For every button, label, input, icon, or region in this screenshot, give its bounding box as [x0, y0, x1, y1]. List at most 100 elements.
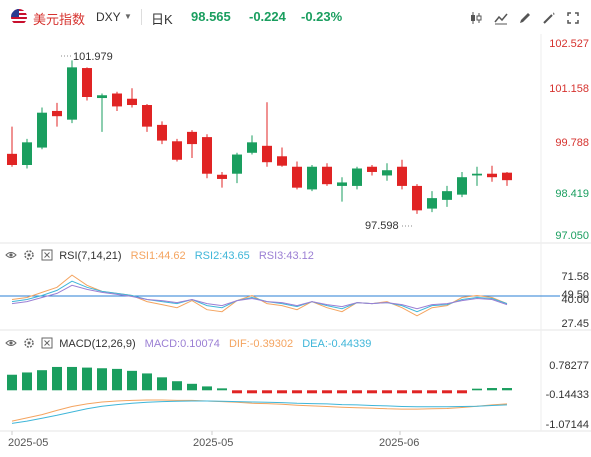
candle-body [172, 141, 182, 160]
candle-body [217, 174, 227, 179]
instrument-symbol[interactable]: DXY [96, 10, 121, 24]
macd-bar [127, 370, 137, 391]
candle-body [502, 172, 512, 181]
macd-bar [37, 370, 47, 391]
candle-body [202, 137, 212, 174]
candle-body [22, 142, 32, 165]
dea-value: DEA:-0.44339 [302, 338, 372, 350]
candle-body [142, 105, 152, 127]
candle-body [442, 191, 452, 200]
candle-body [307, 166, 317, 190]
macd-bar [142, 373, 152, 391]
macd-axis-label: -0.14433 [546, 389, 589, 401]
price-change: -0.224 [249, 9, 286, 24]
macd-bar [337, 390, 347, 394]
macd-bar [157, 377, 167, 391]
macd-bar [472, 388, 482, 391]
bar-chart-icon[interactable] [491, 8, 511, 28]
rsi3-line [11, 284, 508, 310]
candlestick-icon[interactable] [466, 8, 486, 28]
macd-bar [277, 390, 287, 394]
macd-bar [82, 367, 92, 391]
macd-bar [442, 390, 452, 394]
price-axis-label: 102.527 [549, 38, 589, 50]
dif-value: DIF:-0.39302 [228, 338, 294, 350]
price-axis: 102.527 101.158 99.788 98.419 97.050 [549, 38, 589, 242]
macd-label: MACD(12,26,9) [59, 338, 136, 350]
candle-body [472, 173, 482, 176]
rsi1-value: RSI1:44.62 [130, 250, 186, 262]
toolbar-divider [141, 9, 142, 25]
rsi-axis-label: 71.58 [561, 271, 589, 283]
macd-bar [487, 388, 497, 391]
macd-bar [22, 372, 32, 391]
time-axis-label: 2025-06 [379, 437, 419, 449]
macd-bar [322, 390, 332, 394]
rsi-header: RSI(7,14,21) RSI1:44.62 RSI2:43.65 RSI3:… [5, 249, 314, 263]
candle-body [397, 166, 407, 186]
candle-body [412, 185, 422, 211]
time-axis-label: 2025-05 [8, 437, 48, 449]
interval-selector[interactable]: 日K [151, 12, 173, 27]
candle-body [187, 131, 197, 145]
eye-icon[interactable] [5, 249, 17, 261]
rsi3-value: RSI3:43.12 [258, 250, 314, 262]
time-axis: 2025-05 2025-05 2025-06 [8, 431, 419, 449]
fullscreen-icon[interactable] [563, 8, 583, 28]
candle-body [247, 142, 257, 153]
macd-bar [502, 388, 512, 391]
macd-header: MACD(12,26,9) MACD:0.10074 DIF:-0.39302 … [5, 337, 371, 351]
high-annotation: 101.979 [61, 51, 113, 63]
last-price: 98.565 [191, 9, 231, 24]
macd-bar [382, 390, 392, 394]
macd-bar [187, 383, 197, 391]
chevron-down-icon[interactable]: ▼ [124, 12, 132, 21]
macd-bar [397, 390, 407, 394]
macd-axis: 0.78277 -0.14433 -1.07144 [546, 360, 589, 431]
close-box-icon[interactable] [41, 337, 53, 349]
macd-bar [457, 390, 467, 394]
candle-body [427, 198, 437, 209]
macd-bar [352, 390, 362, 394]
rsi-axis-label: 49.50 [561, 289, 589, 301]
macd-bar [202, 386, 212, 391]
instrument-name[interactable]: 美元指数 [33, 12, 86, 27]
candle-body [82, 68, 92, 97]
rsi-axis-label: 27.45 [561, 318, 589, 330]
gear-icon[interactable] [23, 337, 35, 349]
price-axis-label: 99.788 [555, 137, 589, 149]
candle-body [232, 154, 242, 174]
time-axis-label: 2025-05 [193, 437, 233, 449]
eye-icon[interactable] [5, 337, 17, 349]
candle-body [367, 166, 377, 172]
price-axis-label: 98.419 [555, 188, 589, 200]
candle-body [487, 173, 497, 178]
macd-bar [7, 374, 17, 391]
macd-bar [292, 390, 302, 394]
macd-bar [97, 368, 107, 391]
candlestick-series [7, 60, 512, 214]
rsi2-value: RSI2:43.65 [194, 250, 250, 262]
macd-bar [412, 390, 422, 394]
magic-wand-icon[interactable] [539, 8, 559, 28]
candle-body [262, 145, 272, 163]
macd-bar [232, 390, 242, 394]
candle-body [7, 153, 17, 165]
candle-body [337, 182, 347, 186]
macd-bar [307, 390, 317, 394]
low-annotation: 97.598 [365, 220, 412, 232]
price-axis-label: 101.158 [549, 83, 589, 95]
chart-toolbar: 美元指数 DXY ▼ 日K 98.565 -0.224 -0.23% [0, 0, 591, 34]
candle-body [127, 98, 137, 106]
pencil-icon[interactable] [515, 8, 535, 28]
macd-bar [172, 381, 182, 391]
price-change-percent: -0.23% [301, 9, 343, 24]
candle-body [322, 166, 332, 185]
candle-body [112, 93, 122, 107]
close-box-icon[interactable] [41, 249, 53, 261]
rsi-axis: 71.58 49.50 40.00 27.45 [561, 271, 589, 330]
candle-body [67, 67, 77, 120]
macd-bar [112, 368, 122, 391]
gear-icon[interactable] [23, 249, 35, 261]
